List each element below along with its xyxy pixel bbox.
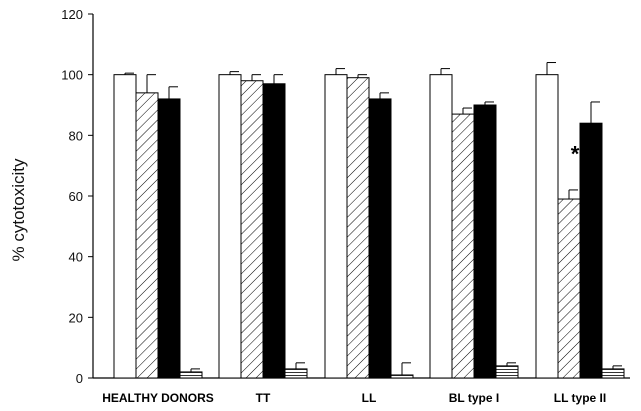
bar-white bbox=[535, 74, 559, 379]
bar-black bbox=[157, 98, 181, 379]
bar-black bbox=[579, 122, 603, 379]
y-tick-label: 20 bbox=[69, 310, 83, 325]
y-tick-label: 60 bbox=[69, 189, 83, 204]
x-category-label: LL bbox=[362, 391, 377, 405]
bar-black bbox=[368, 98, 392, 379]
x-category-label: LL type II bbox=[554, 391, 606, 405]
y-tick-label: 120 bbox=[61, 7, 83, 22]
x-category-label: BL type I bbox=[449, 391, 499, 405]
bar-white bbox=[324, 74, 348, 379]
bar-striped bbox=[179, 371, 203, 379]
y-tick-label: 40 bbox=[69, 250, 83, 265]
bar-striped bbox=[495, 365, 519, 379]
y-axis-title: % cytotoxicity bbox=[9, 158, 28, 261]
bar-white bbox=[113, 74, 137, 379]
bar-hatched bbox=[451, 113, 475, 379]
bar-white bbox=[218, 74, 242, 379]
x-category-label: HEALTHY DONORS bbox=[102, 391, 214, 405]
x-category-label: TT bbox=[256, 391, 271, 405]
bar-white bbox=[429, 74, 453, 379]
bar-hatched bbox=[346, 77, 370, 379]
significance-asterisk: * bbox=[571, 142, 580, 167]
bar-striped bbox=[284, 368, 308, 379]
bar-striped bbox=[390, 374, 414, 379]
bar-hatched bbox=[240, 80, 264, 379]
bar-hatched bbox=[557, 198, 581, 379]
bar-black bbox=[262, 83, 286, 379]
y-tick-label: 80 bbox=[69, 128, 83, 143]
y-tick-label: 0 bbox=[76, 371, 83, 386]
bar-black bbox=[473, 104, 497, 379]
bar-hatched bbox=[135, 92, 159, 379]
bar-striped bbox=[601, 368, 625, 379]
y-tick-label: 100 bbox=[61, 68, 83, 83]
